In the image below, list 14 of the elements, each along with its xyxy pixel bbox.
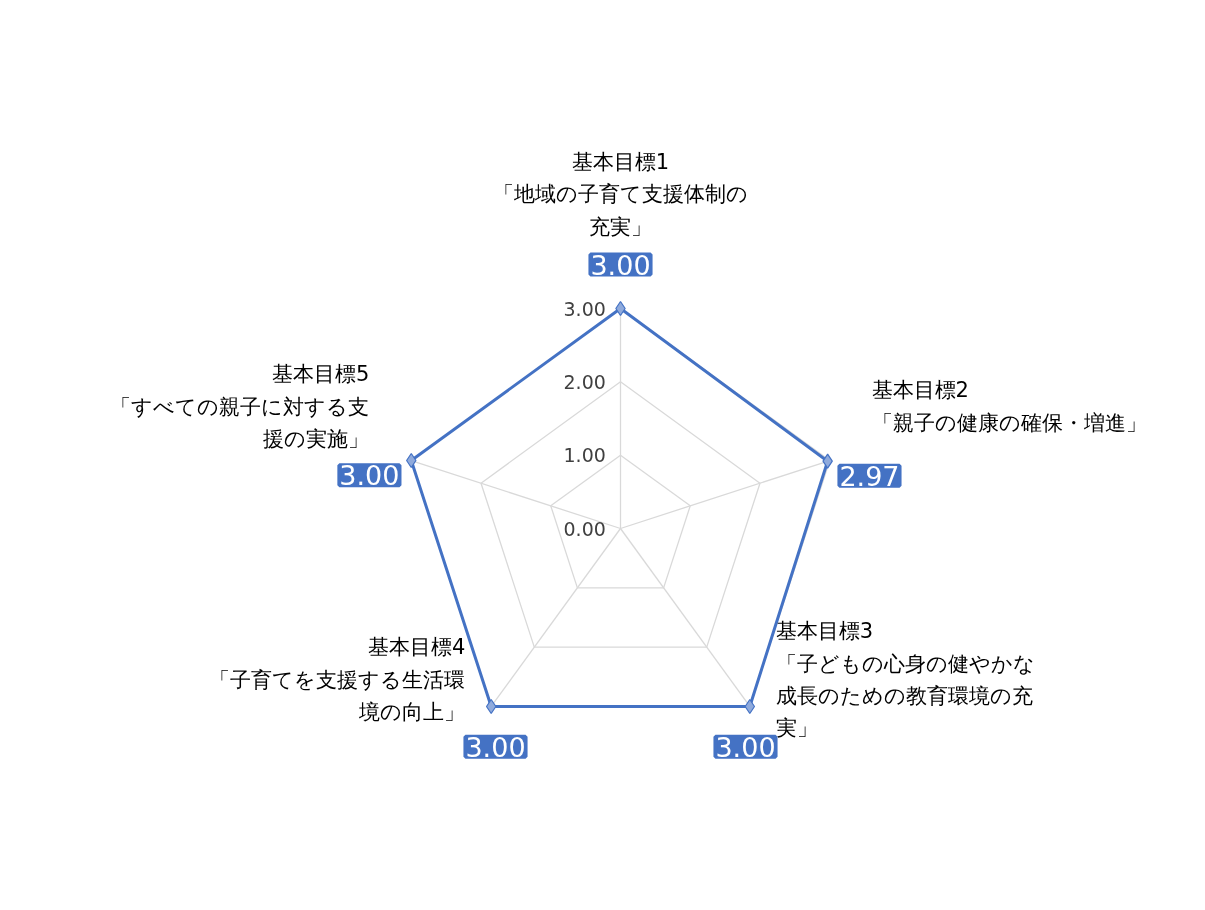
data-label: 3.00 [590,249,651,281]
y-tick-label: 0.00 [563,517,606,540]
y-tick-label: 3.00 [563,297,606,320]
y-tick-label: 2.00 [563,370,606,393]
spoke-label: 基本目標4 「子育てを支援する生活環境の向上」 [209,635,466,725]
data-label: 2.97 [839,460,900,492]
data-label: 3.00 [715,731,776,763]
spoke-label: 基本目標5 「すべての親子に対する支援の実施」 [110,362,370,451]
y-tick-label: 1.00 [563,444,606,467]
spoke-label: 基本目標1 「地域の子育て支援体制の充実」 [493,150,748,239]
spoke-label: 基本目標2 「親子の健康の確保・増進」 [871,378,1147,435]
data-label: 3.00 [339,460,400,492]
spoke-label: 基本目標3 「子どもの心身の健やかな成長のための教育環境の充実」 [775,619,1035,741]
data-label: 3.00 [465,731,526,763]
